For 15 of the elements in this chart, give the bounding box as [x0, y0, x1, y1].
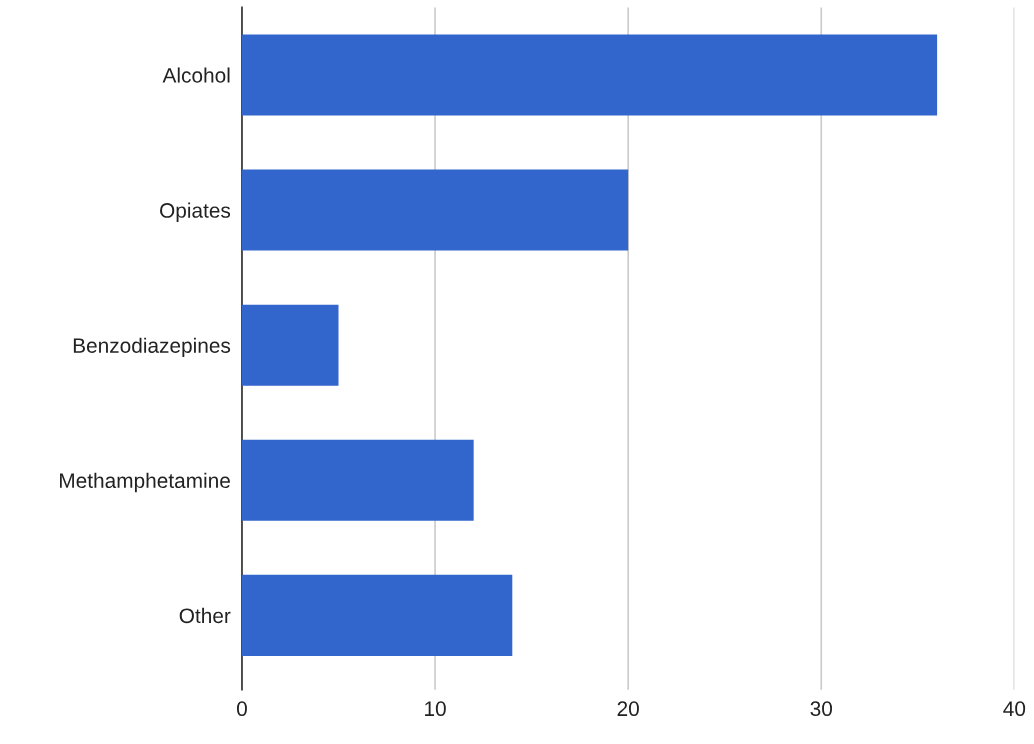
bar: [241, 169, 629, 251]
x-tick-label: 10: [425, 701, 446, 717]
y-tick-label: Benzodiazepines: [73, 337, 231, 358]
y-tick-label: Methamphetamine: [60, 472, 230, 493]
bar: [241, 574, 513, 656]
y-tick-label: Opiates: [160, 202, 231, 222]
bar: [241, 34, 938, 116]
x-tick-label: 20: [617, 701, 639, 717]
x-tick-label: 30: [810, 701, 833, 717]
bar: [241, 439, 474, 521]
x-tick-label: 0: [236, 701, 247, 717]
bar: [241, 304, 339, 386]
y-tick-label: Other: [179, 607, 231, 624]
x-tick-label: 40: [1003, 701, 1026, 717]
y-tick-label: Alcohol: [162, 67, 230, 83]
